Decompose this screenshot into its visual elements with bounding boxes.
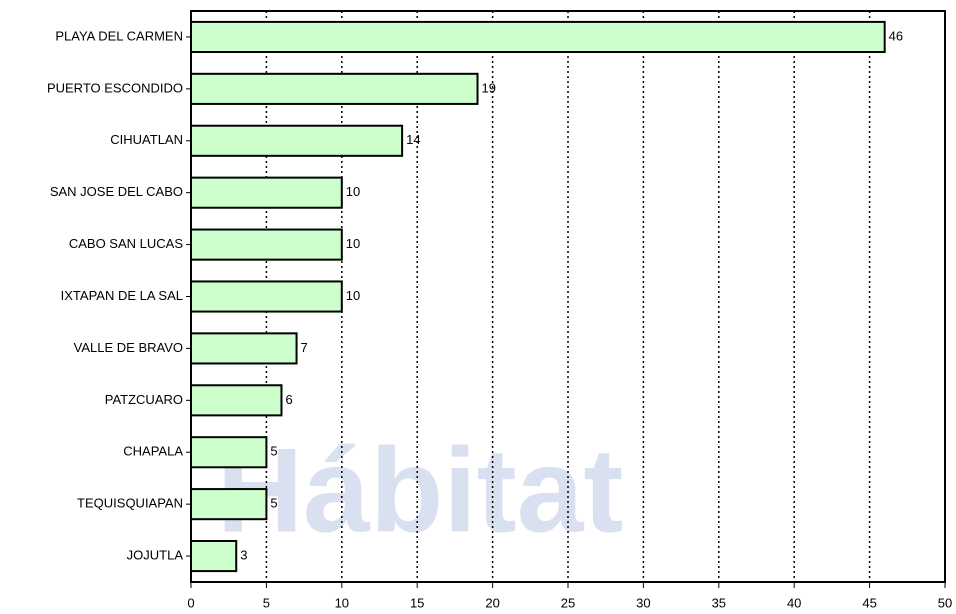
value-label: 46: [889, 28, 903, 43]
y-tick-label: CABO SAN LUCAS: [69, 236, 183, 251]
value-label: 5: [270, 496, 277, 511]
x-tick-label: 45: [862, 595, 876, 610]
value-label: 10: [346, 184, 360, 199]
x-tick-label: 25: [561, 595, 575, 610]
bar: [190, 72, 479, 105]
bar: [190, 332, 298, 365]
x-tick-label: 15: [410, 595, 424, 610]
value-label: 6: [285, 392, 292, 407]
bar: [190, 539, 238, 573]
x-tick-label: 0: [187, 595, 194, 610]
bar: [190, 384, 283, 417]
bar: [190, 488, 268, 521]
bar: [190, 176, 343, 209]
value-label: 5: [270, 444, 277, 459]
value-label: 19: [482, 80, 496, 95]
y-tick-label: PLAYA DEL CARMEN: [55, 28, 183, 43]
value-label: 14: [406, 132, 420, 147]
bar: [190, 436, 268, 469]
value-label: 10: [346, 288, 360, 303]
y-tick-label: JOJUTLA: [127, 547, 184, 562]
bar: [190, 280, 343, 313]
y-tick-label: VALLE DE BRAVO: [74, 340, 183, 355]
x-tick-label: 5: [263, 595, 270, 610]
watermark: Hábitat: [217, 424, 624, 558]
value-label: 10: [346, 236, 360, 251]
value-label: 3: [240, 547, 247, 562]
y-tick-label: CHAPALA: [123, 444, 183, 459]
x-tick-label: 40: [787, 595, 801, 610]
bar: [190, 228, 343, 261]
y-tick-label: SAN JOSE DEL CABO: [50, 184, 183, 199]
bar: [190, 20, 886, 54]
y-tick-label: PATZCUARO: [105, 392, 183, 407]
y-tick-label: PUERTO ESCONDIDO: [47, 80, 183, 95]
bar: [190, 124, 404, 157]
value-label: 7: [301, 340, 308, 355]
y-tick-label: IXTAPAN DE LA SAL: [61, 288, 183, 303]
x-tick-label: 10: [335, 595, 349, 610]
x-tick-label: 30: [636, 595, 650, 610]
x-tick-label: 50: [938, 595, 952, 610]
x-tick-label: 20: [485, 595, 499, 610]
x-tick-label: 35: [712, 595, 726, 610]
y-tick-label: TEQUISQUIAPAN: [77, 496, 183, 511]
y-tick-label: CIHUATLAN: [110, 132, 183, 147]
